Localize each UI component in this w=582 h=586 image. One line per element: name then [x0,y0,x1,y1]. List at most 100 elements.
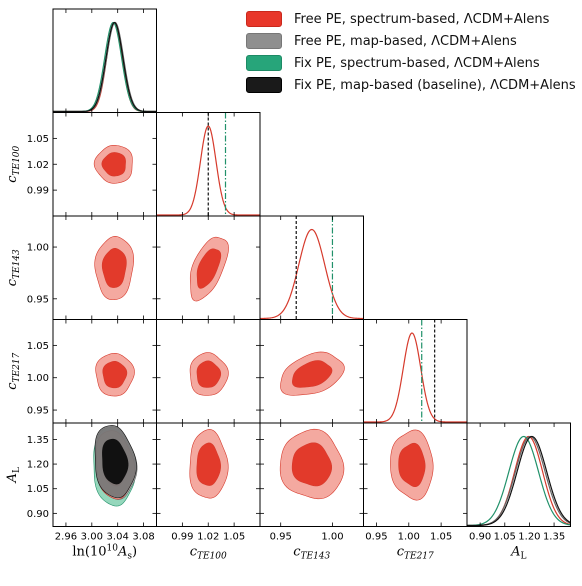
contour-68-4-2-series-0 [291,442,333,487]
panel-frame-2-2 [259,215,364,320]
panel-3-2 [259,319,364,424]
marginal-curve-1-series-0 [156,125,260,216]
marginal-curve-4-series-2 [467,435,571,527]
legend-swatch-free-map [246,33,282,49]
panel-1-1 [156,112,261,217]
contour-68-3-2-series-0 [292,360,333,388]
x-tick-label-3-0: 0.95 [365,532,387,543]
panel-content-4-4 [467,435,571,527]
legend-swatch-free-spectrum [246,11,282,27]
x-tick-label-4-3: 1.35 [543,532,565,543]
marginal-curve-0-series-3 [53,21,157,113]
x-tick-label-0-2: 3.04 [107,532,129,543]
panel-content-1-0 [93,144,133,184]
contour-68-4-3-series-0 [398,442,426,488]
contour-68-3-1-series-0 [196,360,222,388]
panel-4-4: 0.90 1.05 1.20 1.35 [466,422,571,543]
x-tick-label-3-1: 1.00 [398,532,420,543]
y-tick-label-3-1: 1.00 [27,373,49,384]
marginal-curve-4-series-0 [467,435,571,527]
contour-68-2-1-series-0 [196,248,222,289]
x-tick-label-2-0: 0.95 [270,532,292,543]
panel-3-1 [156,319,261,424]
y-tick-label-3-2: 1.05 [27,341,49,352]
panel-content-0-0 [53,21,157,113]
y-tick-label-1-0: 0.99 [27,186,49,197]
legend-label-free-map: Free PE, map-based, ΛCDM+Alens [294,33,517,49]
x-tick-label-1-2: 1.05 [223,532,245,543]
legend-swatch-fix-spectrum [246,55,282,71]
y-axis-label-2: cTE143 [5,249,22,286]
panel-content-2-2 [260,216,364,320]
legend-swatch-fix-map [246,77,282,93]
contour-68-1-0-series-0 [101,152,126,177]
panel-content-3-2 [280,351,345,396]
panel-2-2 [259,215,364,320]
marginal-curve-3-series-0 [363,332,467,423]
panel-4-2: 0.95 1.00 [259,422,364,543]
panel-0-0 [52,8,157,113]
x-tick-label-4-0: 0.90 [469,532,491,543]
panel-2-1 [156,215,261,320]
x-tick-label-4-1: 1.05 [494,532,516,543]
y-axis-label-4: AL [5,467,22,483]
x-axis-label-0: ln(1010As) [72,544,137,562]
panel-2-0: 0.95 1.00 [27,215,157,320]
y-tick-label-2-0: 0.95 [27,294,49,305]
x-tick-label-2-1: 1.00 [321,532,343,543]
panel-content-2-0 [94,236,135,301]
legend-item-free-spectrum: Free PE, spectrum-based, ΛCDM+Alens [246,8,576,30]
panel-content-1-1 [156,112,260,216]
panel-4-1: 0.99 1.02 1.05 [156,422,261,543]
panel-content-4-3 [390,429,434,501]
panel-content-2-1 [189,236,229,302]
y-tick-label-4-2: 1.20 [27,460,49,471]
marginal-curve-4-series-3 [467,435,571,527]
contour-68-4-1-series-0 [196,442,221,486]
legend-item-fix-map: Fix PE, map-based (baseline), ΛCDM+Alens [246,74,576,96]
y-tick-label-4-1: 1.05 [27,484,49,495]
panel-4-0: 2.96 3.00 3.04 3.08 0.90 1.05 1.20 1.35 [27,422,157,543]
panel-content-3-1 [189,352,229,396]
panel-1-0: 0.99 1.02 1.05 [27,112,157,217]
panel-content-4-0 [93,425,138,507]
x-tick-label-1-1: 1.02 [197,532,219,543]
panel-4-3: 0.95 1.00 1.05 [363,422,468,543]
panel-3-0: 0.95 1.00 1.05 [27,319,157,424]
legend-label-fix-spectrum: Fix PE, spectrum-based, ΛCDM+Alens [294,55,540,71]
y-axis-label-1: cTE100 [5,145,22,182]
panel-content-4-1 [189,429,229,499]
legend-label-fix-map: Fix PE, map-based (baseline), ΛCDM+Alens [294,77,576,93]
legend-item-fix-spectrum: Fix PE, spectrum-based, ΛCDM+Alens [246,52,576,74]
x-axis-label-1: cTE100 [190,545,227,562]
contour-68-3-0-series-0 [102,361,128,389]
x-tick-label-1-0: 0.99 [171,532,193,543]
y-tick-label-1-1: 1.02 [27,160,49,171]
x-tick-label-0-3: 3.08 [132,532,154,543]
legend-item-free-map: Free PE, map-based, ΛCDM+Alens [246,30,576,52]
panel-content-3-0 [95,352,135,397]
y-tick-label-1-2: 1.05 [27,134,49,145]
marginal-curve-4-series-1 [467,435,571,527]
panel-frame-3-3 [363,319,468,424]
x-axis-label-3: cTE217 [397,545,434,562]
x-axis-label-2: cTE143 [293,545,330,562]
contour-68-4-0-series-3 [102,438,129,485]
panel-content-3-3 [363,319,467,423]
panel-3-3 [363,319,468,424]
x-tick-label-0-1: 3.00 [81,532,103,543]
y-tick-label-4-3: 1.35 [27,435,49,446]
legend: Free PE, spectrum-based, ΛCDM+Alens Free… [246,8,576,96]
x-tick-label-0-0: 2.96 [55,532,77,543]
x-axis-label-4: AL [510,545,526,562]
legend-label-free-spectrum: Free PE, spectrum-based, ΛCDM+Alens [294,11,550,27]
panel-content-4-2 [279,428,345,500]
x-tick-label-4-2: 1.20 [518,532,540,543]
y-tick-label-4-0: 0.90 [27,509,49,520]
panel-frame-4-4 [466,422,571,527]
y-tick-label-2-1: 1.00 [27,243,49,254]
y-axis-label-3: cTE217 [5,352,22,389]
y-tick-label-3-0: 0.95 [27,406,49,417]
